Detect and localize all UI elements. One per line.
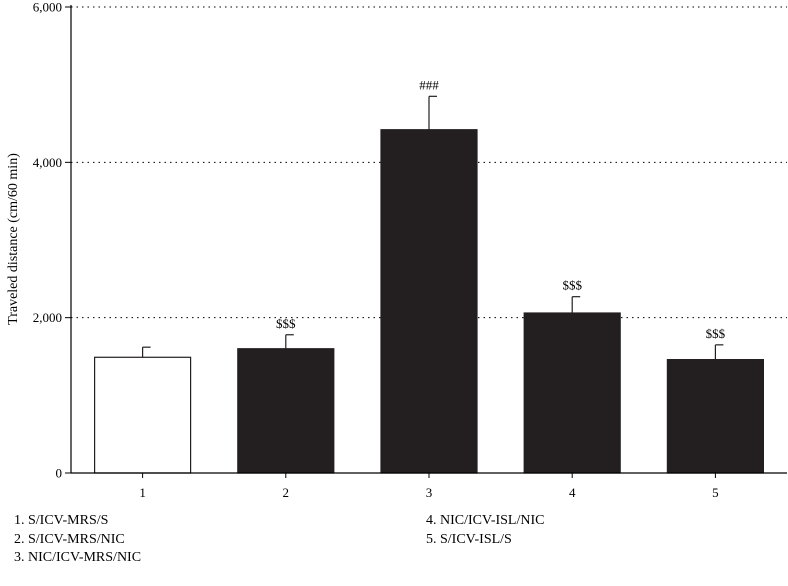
x-tick-label: 1: [139, 485, 146, 500]
y-tick-label: 2,000: [33, 310, 62, 325]
significance-label: ###: [419, 77, 439, 92]
significance-label: $$$: [562, 278, 582, 293]
y-tick-label: 6,000: [33, 0, 62, 15]
legend-right-column: 4. NIC/ICV-ISL/NIC 5. S/ICV-ISL/S: [426, 512, 545, 549]
legend-item: 4. NIC/ICV-ISL/NIC: [426, 513, 545, 528]
y-ticks: 0 2,000 4,000 6,000: [33, 0, 71, 481]
legend-item: 5. S/ICV-ISL/S: [426, 531, 512, 547]
bar: [237, 348, 335, 474]
y-tick-label: 4,000: [33, 155, 62, 170]
y-axis-label: Traveled distance (cm/60 min): [6, 153, 21, 325]
legend-left-column: 1. S/ICV-MRS/S 2. S/ICV-MRS/NIC 3. NIC/I…: [14, 512, 141, 568]
significance-label: $$$: [706, 326, 726, 341]
bar: [666, 359, 765, 474]
x-tick-label: 2: [283, 485, 290, 500]
x-ticks: 1 2 3 4 5: [139, 473, 719, 500]
annotations-group: $$$ ### $$$ $$$: [276, 77, 726, 341]
x-tick-label: 4: [569, 485, 576, 500]
bar: [380, 129, 478, 474]
legend-item: 2. S/ICV-MRS/NIC: [14, 531, 125, 547]
bars-group: [93, 129, 765, 474]
significance-label: $$$: [276, 316, 296, 331]
legend-item: 3. NIC/ICV-MRS/NIC: [14, 550, 142, 565]
x-tick-label: 3: [426, 485, 433, 500]
bar: [523, 312, 621, 474]
legend-item: 1. S/ICV-MRS/S: [14, 513, 109, 528]
bar: [93, 356, 192, 474]
x-tick-label: 5: [712, 485, 719, 500]
error-bars-group: [142, 95, 724, 360]
y-tick-label: 0: [56, 466, 63, 481]
